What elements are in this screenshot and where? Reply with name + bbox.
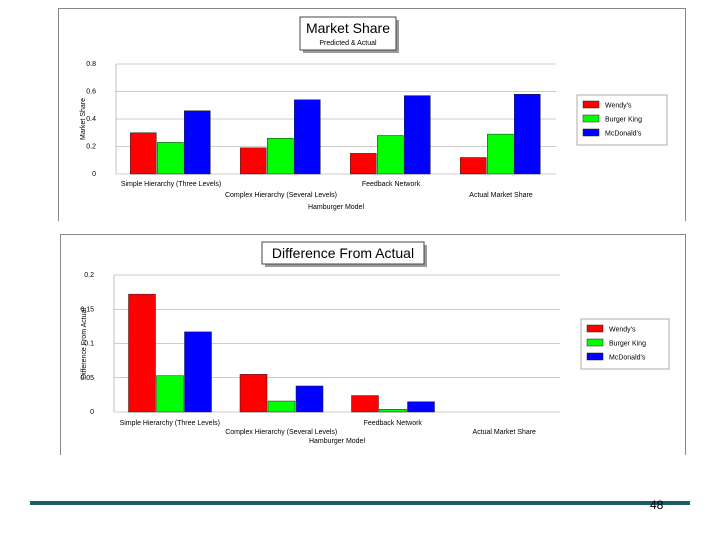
difference-chart-panel: Difference From Actual 0 0.05 0.1 0.15 0.2 Dif… [60, 234, 686, 455]
x-axis-title: Hamburger Model [308, 204, 364, 211]
y-tick-label: 0.2 [84, 272, 94, 279]
x-tick-label: Feedback Network [362, 181, 421, 188]
bar [379, 409, 407, 413]
y-axis-title: Difference From Actual [81, 308, 88, 380]
bar [267, 138, 294, 175]
y-tick-label: 0.8 [86, 61, 96, 68]
title-box [299, 16, 397, 51]
y-axis-title: Market Share [80, 98, 87, 140]
y-tick-label: 0.15 [80, 306, 94, 313]
bar [130, 132, 157, 175]
x-tick-label: Simple Hierarchy (Three Levels) [121, 181, 221, 188]
page-number: 48 [650, 498, 664, 512]
legend-label: Wendy's [605, 103, 632, 110]
legend-swatch [586, 352, 604, 361]
bar [407, 401, 435, 413]
legend-swatch [582, 100, 600, 109]
footer-rule [30, 501, 690, 505]
bar [487, 133, 514, 175]
market-share-chart: Market Share Predicted & Actual 0 0.2 0.4 0.6… [80, 16, 668, 211]
y-tick-label: 0.05 [80, 375, 94, 382]
bar [514, 94, 541, 175]
x-tick-label: Feedback Network [364, 420, 423, 427]
legend-swatch [582, 114, 600, 123]
bar [267, 400, 296, 413]
x-tick-label: Actual Market Share [469, 192, 533, 199]
x-axis-title: Hamburger Model [309, 438, 365, 445]
title-box [261, 241, 425, 265]
bar [377, 135, 404, 175]
y-tick-label: 0.6 [86, 89, 96, 96]
bar [294, 99, 321, 175]
bar [184, 331, 212, 413]
y-tick-label: 0.2 [86, 144, 96, 151]
legend-label: Wendy's [609, 327, 636, 334]
chart-title: Difference From Actual [272, 245, 414, 261]
bar [239, 374, 268, 413]
legend-swatch [586, 324, 604, 333]
bar [460, 157, 487, 175]
bar [350, 153, 377, 175]
legend-swatch [586, 338, 604, 347]
chart-title: Market Share [306, 20, 390, 36]
chart-subtitle: Predicted & Actual [319, 40, 377, 47]
x-tick-label: Actual Market Share [473, 429, 537, 436]
bar [351, 395, 379, 413]
market-share-chart-panel: Market Share Predicted & Actual 0 0.2 0.4 0.6… [58, 8, 686, 221]
bar [295, 385, 324, 413]
legend-label: McDonald's [609, 355, 646, 362]
difference-from-actual-chart: Difference From Actual 0 0.05 0.1 0.15 0.2 Dif… [80, 241, 670, 445]
legend-label: Burger King [609, 341, 646, 348]
bar [184, 110, 211, 175]
bar [128, 293, 156, 413]
y-tick-label: 0.4 [86, 116, 96, 123]
bar [157, 142, 184, 175]
x-tick-label: Simple Hierarchy (Three Levels) [120, 420, 220, 427]
bar [156, 375, 184, 413]
legend-label: McDonald's [605, 131, 642, 138]
legend-swatch [582, 128, 600, 137]
x-tick-label: Complex Hierarchy (Several Levels) [225, 429, 337, 436]
bar [240, 147, 267, 175]
legend-label: Burger King [605, 117, 642, 124]
y-tick-label: 0 [90, 409, 94, 416]
y-tick-label: 0.1 [84, 341, 94, 348]
y-tick-label: 0 [92, 171, 96, 178]
x-tick-label: Complex Hierarchy (Several Levels) [225, 192, 337, 199]
bar [404, 95, 431, 175]
